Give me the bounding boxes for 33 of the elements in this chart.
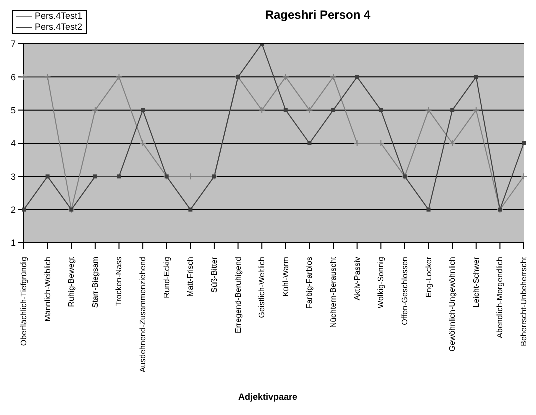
legend-label: Pers.4Test1 bbox=[35, 11, 83, 22]
x-tick-label: Farbig-Farblos bbox=[305, 257, 314, 310]
y-tick-label: 3 bbox=[10, 172, 16, 182]
y-tick-label: 1 bbox=[10, 238, 16, 248]
x-tick-label: Abendlich-Morgendlich bbox=[496, 257, 505, 338]
x-tick-label: Männlich-Weiblich bbox=[43, 257, 52, 322]
x-tick-label: Leicht-Schwer bbox=[472, 256, 481, 308]
x-tick-label: Beherrscht-Unbeherrscht bbox=[520, 256, 528, 346]
x-tick-label: Süß-Bitter bbox=[210, 256, 219, 294]
x-tick-label: Eng-Locker bbox=[424, 256, 434, 298]
x-tick-label: Ruhig-Bewegt bbox=[67, 256, 76, 308]
x-tick-label: Aktiv-Passiv bbox=[352, 257, 362, 301]
x-tick-label: Starr-Biegsam bbox=[90, 256, 100, 308]
y-tick-label: 4 bbox=[10, 138, 16, 149]
x-tick-label: Geistlich-Weltlich bbox=[258, 257, 267, 318]
y-tick-label: 5 bbox=[10, 106, 16, 116]
y-tick-label: 7 bbox=[10, 39, 16, 50]
x-tick-label: Oberflächlich-Tiefgründig bbox=[20, 257, 28, 346]
x-tick-label: Nüchtern-Berauscht bbox=[329, 256, 338, 328]
y-tick-label: 2 bbox=[10, 205, 16, 216]
x-axis-title: Adjektivpaare bbox=[237, 392, 299, 402]
x-tick-label: Ausdehnend-Zusammenziehend bbox=[138, 257, 148, 373]
x-tick-label: Wolkig-Sonnig bbox=[376, 257, 386, 308]
x-tick-label: Rund-Eckig bbox=[162, 257, 172, 298]
legend-label: Pers.4Test2 bbox=[35, 22, 83, 33]
x-tick-label: Trocken-Nass bbox=[114, 257, 124, 306]
x-tick-label: Gewöhnlich-Ungewöhnlich bbox=[448, 257, 458, 352]
x-tick-label: Offen-Geschlossen bbox=[400, 257, 410, 326]
x-tick-label: Kühl-Warm bbox=[281, 256, 290, 297]
chart-title: Rageshri Person 4 bbox=[264, 8, 372, 22]
y-tick-label: 6 bbox=[10, 72, 16, 82]
x-tick-label: Matt-Frisch bbox=[186, 257, 196, 297]
x-tick-label: Erregend-Beruhigend bbox=[234, 257, 243, 334]
